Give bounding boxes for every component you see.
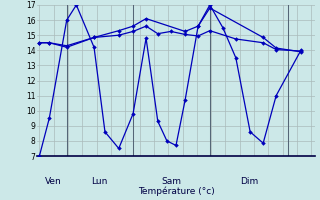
Text: Ven: Ven: [44, 177, 61, 186]
Text: Lun: Lun: [92, 177, 108, 186]
Text: Sam: Sam: [161, 177, 181, 186]
Text: Température (°c): Température (°c): [138, 186, 214, 196]
Text: Dim: Dim: [240, 177, 258, 186]
